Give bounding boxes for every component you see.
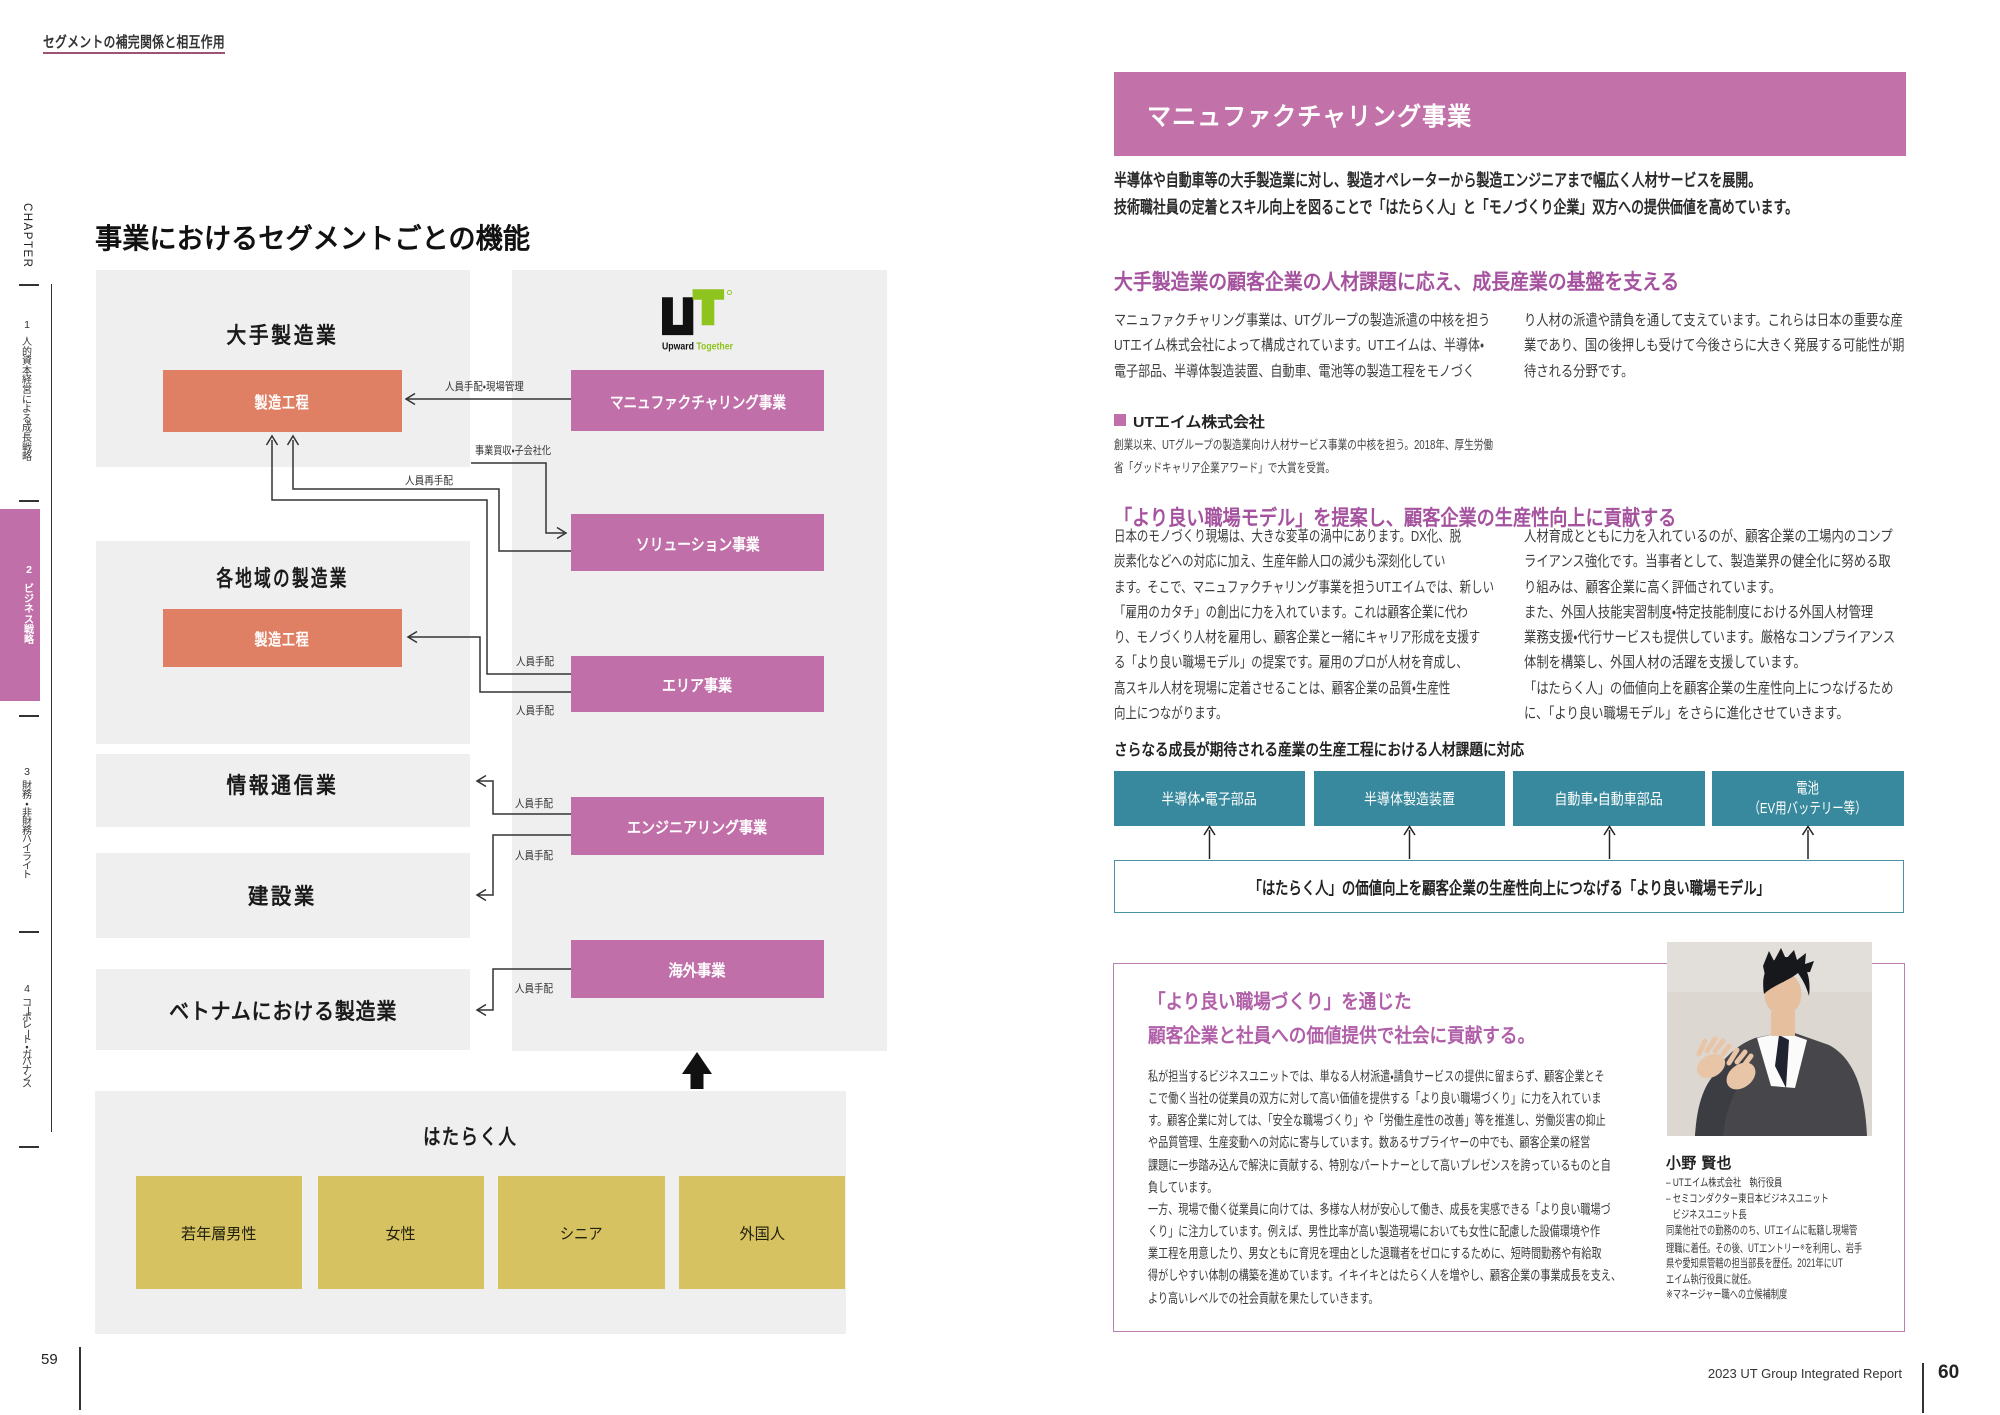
svg-text:Upward Together: Upward Together [662,341,733,353]
